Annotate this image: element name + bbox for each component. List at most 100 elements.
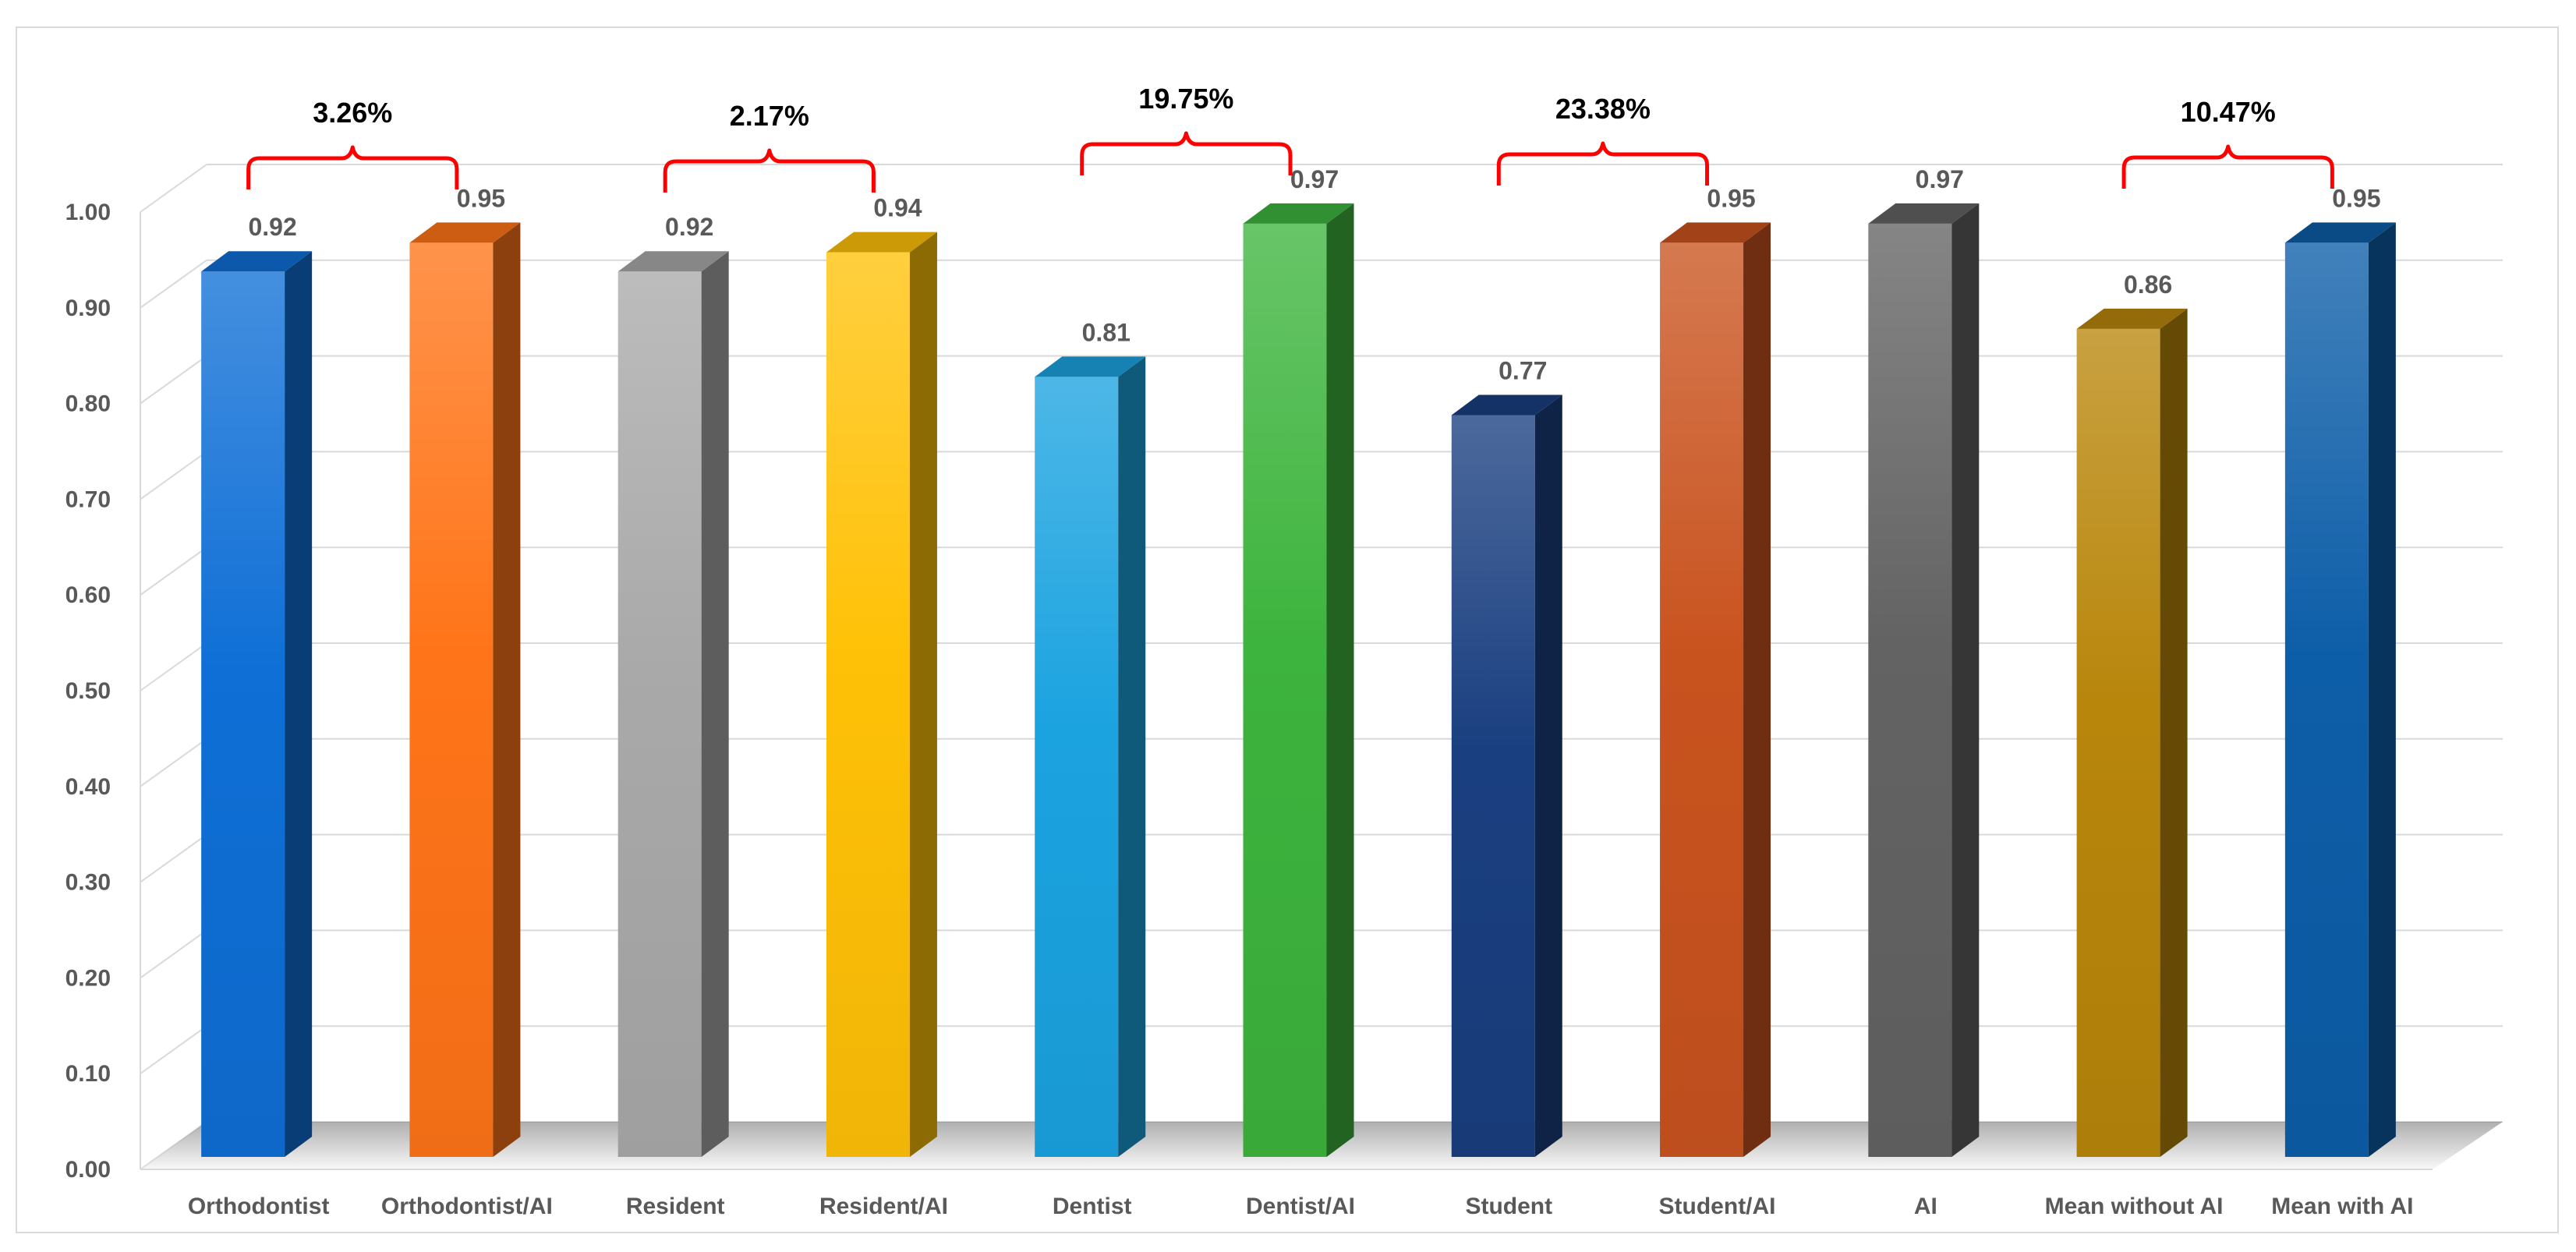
bar-orthodontist-ai xyxy=(409,222,521,1157)
bracket-line xyxy=(1496,141,1710,186)
percent-bracket: 10.47% xyxy=(2121,96,2334,189)
bar-side xyxy=(1118,356,1146,1157)
bar-front xyxy=(1660,242,1744,1157)
x-tick-label: Mean without AI xyxy=(2045,1194,2224,1219)
gridline-side xyxy=(140,259,207,309)
bar-top xyxy=(201,251,313,272)
gridline-side xyxy=(140,929,207,979)
bar-dentist xyxy=(1035,356,1146,1157)
y-tick-label: 0.20 xyxy=(65,965,111,991)
x-tick-label: Dentist xyxy=(1053,1194,1132,1219)
percent-bracket: 3.26% xyxy=(246,97,459,189)
data-label: 0.92 xyxy=(248,213,296,241)
bar-front xyxy=(2076,328,2160,1157)
bar-side xyxy=(701,251,729,1157)
bars xyxy=(201,203,2396,1158)
bracket-line xyxy=(246,145,459,189)
gridline-side xyxy=(140,833,207,883)
bar-side xyxy=(1326,203,1354,1158)
bar-side xyxy=(909,232,937,1158)
data-label: 0.86 xyxy=(2124,271,2172,299)
bar-top xyxy=(2284,222,2396,243)
data-label: 0.97 xyxy=(1916,165,1964,193)
bar-front xyxy=(617,271,702,1157)
percent-bracket: 23.38% xyxy=(1496,93,1710,186)
x-axis-ticks: Orthodontist Orthodontist/AI Resident Resid… xyxy=(188,1194,2414,1219)
data-label: 0.95 xyxy=(1707,184,1755,212)
gridline-side xyxy=(140,355,207,405)
bar-front xyxy=(826,252,910,1158)
y-tick-label: 0.90 xyxy=(65,295,111,321)
gridline-side xyxy=(140,546,207,596)
gridline-side xyxy=(140,642,207,691)
percent-bracket: 19.75% xyxy=(1080,83,1293,175)
bar-orthodontist xyxy=(201,251,313,1157)
data-label: 0.94 xyxy=(873,194,922,222)
bar-student xyxy=(1451,394,1562,1157)
bar-resident xyxy=(617,251,729,1157)
y-tick-label: 0.10 xyxy=(65,1061,111,1087)
percent-label: 3.26% xyxy=(313,97,392,129)
bar-front xyxy=(201,271,285,1157)
data-labels: 0.92 0.95 0.92 0.94 0.81 0.97 0.77 0.95 0.97 0.86… xyxy=(248,165,2380,385)
bar-top xyxy=(1660,222,1771,243)
bar-front xyxy=(409,242,494,1157)
bracket-line xyxy=(2121,144,2334,189)
gridline-side xyxy=(140,164,207,213)
x-tick-label: Mean with AI xyxy=(2271,1194,2413,1219)
data-label: 0.95 xyxy=(2332,184,2380,212)
y-tick-label: 0.60 xyxy=(65,582,111,608)
bar-front xyxy=(1035,377,1119,1157)
bar-top xyxy=(1451,394,1562,416)
bar-front xyxy=(2284,242,2369,1157)
bar-top xyxy=(2076,308,2188,329)
bar-top xyxy=(617,251,729,272)
gridline-side xyxy=(140,451,207,500)
percent-label: 19.75% xyxy=(1138,83,1233,115)
data-label: 0.77 xyxy=(1499,356,1547,384)
bar-side xyxy=(285,251,313,1157)
x-tick-label: Student xyxy=(1465,1194,1552,1219)
y-tick-label: 0.80 xyxy=(65,391,111,417)
bar-side xyxy=(1743,222,1771,1157)
bar-mean-without-ai xyxy=(2076,308,2188,1157)
bar-dentist-ai xyxy=(1243,203,1354,1158)
percent-bracket: 2.17% xyxy=(663,100,876,193)
bracket-line xyxy=(663,148,876,193)
bar-side xyxy=(493,222,521,1157)
bar-top xyxy=(1035,356,1146,377)
bar-top xyxy=(1868,203,1980,224)
y-tick-label: 0.70 xyxy=(65,486,111,512)
chart-frame xyxy=(16,27,2559,1233)
bar-top xyxy=(409,222,521,243)
bar-student-ai xyxy=(1660,222,1771,1157)
bar-top xyxy=(826,232,937,253)
data-label: 0.97 xyxy=(1290,165,1339,193)
bar-resident-ai xyxy=(826,232,937,1158)
y-tick-label: 0.00 xyxy=(65,1157,111,1183)
bar-mean-with-ai xyxy=(2284,222,2396,1157)
bar-front xyxy=(1243,223,1327,1158)
x-tick-label: AI xyxy=(1914,1194,1937,1219)
gridline-side xyxy=(140,1025,207,1075)
percent-label: 23.38% xyxy=(1555,93,1651,125)
bar-ai xyxy=(1868,203,1980,1158)
bar-side xyxy=(1951,203,1980,1158)
bracket-line xyxy=(1080,131,1293,175)
bar-front xyxy=(1868,223,1952,1158)
y-tick-label: 0.40 xyxy=(65,774,111,800)
percent-annotations: 3.26% 2.17% 19.75% 23.38% 10.47% xyxy=(246,83,2334,193)
data-label: 0.95 xyxy=(457,184,505,212)
y-tick-label: 1.00 xyxy=(65,200,111,225)
bar-side xyxy=(2368,222,2396,1157)
percent-label: 2.17% xyxy=(730,100,809,132)
data-label: 0.81 xyxy=(1082,318,1131,346)
y-tick-label: 0.30 xyxy=(65,870,111,896)
percent-label: 10.47% xyxy=(2181,96,2276,128)
x-tick-label: Resident/AI xyxy=(819,1194,948,1219)
x-tick-label: Dentist/AI xyxy=(1246,1194,1355,1219)
bar-side xyxy=(1534,394,1562,1157)
x-tick-label: Orthodontist/AI xyxy=(381,1194,553,1219)
bar-front xyxy=(1451,415,1535,1157)
